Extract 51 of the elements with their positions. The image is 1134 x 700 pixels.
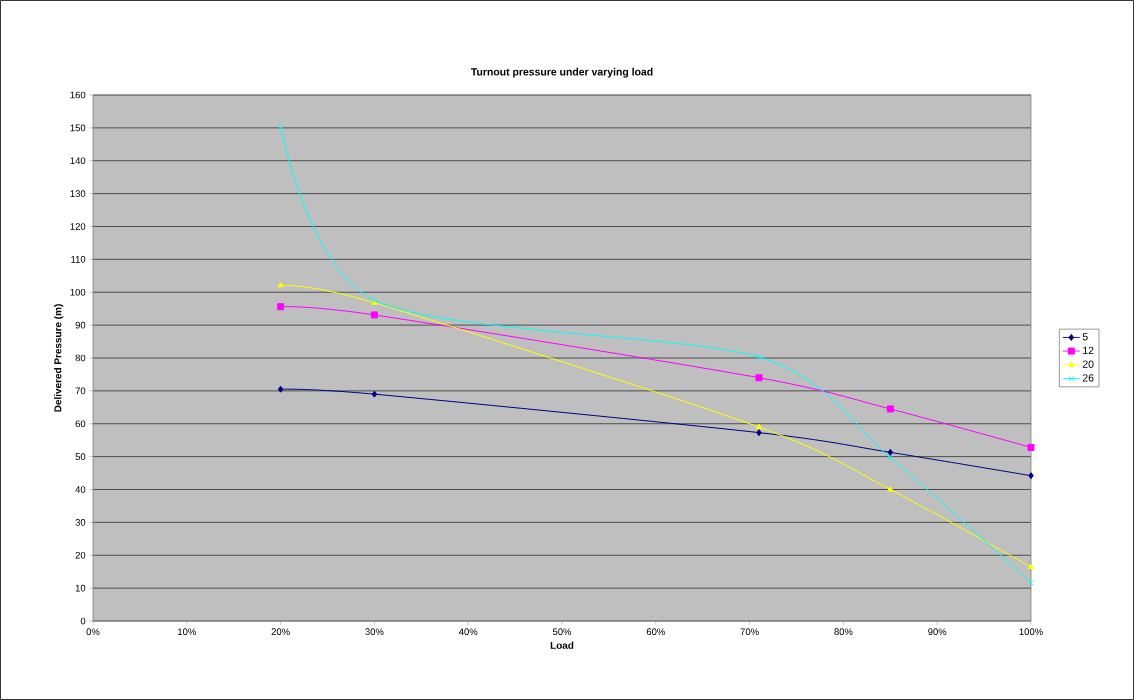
y-tick-label: 110 [71, 256, 86, 263]
x-axis-title: Load [550, 641, 574, 649]
y-tick-label: 80 [75, 354, 86, 362]
x-tick-label: 30% [365, 628, 384, 636]
legend-label: 12 [1083, 346, 1094, 355]
x-tick-label: 20% [271, 628, 290, 636]
y-tick-label: 40 [75, 486, 86, 493]
y-tick-label: 10 [75, 584, 86, 592]
legend-label: 5 [1082, 333, 1088, 341]
point [755, 374, 763, 382]
point [1027, 443, 1035, 451]
point [1028, 472, 1034, 480]
legend-label: 20 [1082, 360, 1094, 368]
x-tick-label: 70% [740, 628, 759, 636]
point [886, 405, 894, 413]
x-tick-label: 60% [646, 628, 665, 636]
y-tick-label: 140 [70, 157, 86, 165]
y-tick-label: 160 [70, 91, 86, 99]
y-tick-label: 130 [70, 190, 86, 197]
y-tick-label: 30 [75, 519, 86, 526]
point [887, 486, 894, 492]
point [277, 385, 284, 393]
point [371, 390, 378, 398]
x-tick-label: 10% [178, 628, 196, 636]
point [756, 429, 762, 437]
y-tick-label: 0 [80, 617, 86, 625]
point [1027, 563, 1035, 570]
point [277, 303, 285, 311]
y-axis-title: Delivered Pressure (m) [54, 304, 64, 412]
point [887, 448, 894, 456]
x-tick-label: 50% [552, 628, 572, 636]
chart-title: Turnout pressure under varying load [470, 67, 653, 78]
point [370, 311, 378, 319]
y-tick-label: 120 [70, 223, 86, 230]
point [755, 423, 763, 430]
point [277, 123, 284, 130]
x-tick-label: 90% [928, 628, 947, 636]
x-tick-label: 100% [1019, 628, 1043, 636]
y-tick-label: 100 [70, 288, 86, 296]
x-tick-label: 0% [86, 628, 100, 636]
y-tick-label: 70 [75, 387, 86, 395]
y-tick-label: 20 [75, 551, 86, 559]
y-tick-label: 50 [75, 453, 86, 460]
legend-label: 26 [1082, 374, 1094, 382]
y-tick-label: 60 [75, 420, 86, 428]
x-tick-label: 80% [834, 628, 853, 636]
y-tick-label: 90 [75, 321, 86, 329]
y-tick-label: 150 [70, 124, 86, 132]
point [277, 281, 284, 288]
point [887, 454, 893, 461]
x-tick-label: 40% [458, 628, 478, 636]
